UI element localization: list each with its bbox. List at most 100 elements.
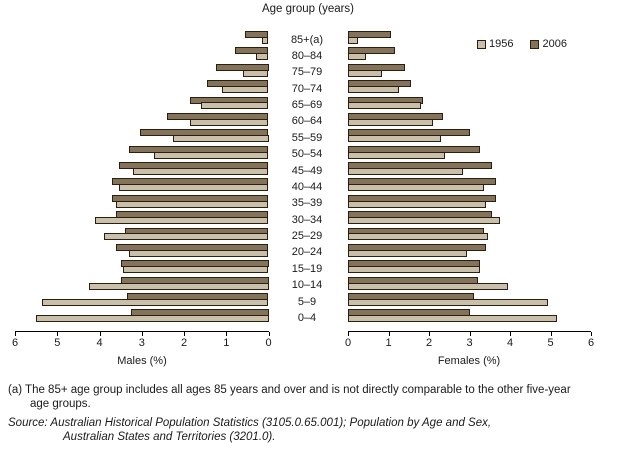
chart-title: Age group (years) (261, 3, 355, 15)
females-axis-tick-2 (429, 332, 430, 336)
males-axis-tick-3 (141, 332, 143, 336)
bar-females-1956-70–74 (348, 86, 399, 94)
bar-males-1956-10–14 (88, 282, 269, 290)
males-axis-tick-4 (99, 332, 101, 336)
bar-females-1956-25–29 (348, 233, 488, 241)
bar-males-1956-30–34 (95, 217, 269, 225)
males-axis-tick-2 (184, 332, 185, 336)
bar-females-2006-85+(a) (348, 31, 391, 38)
age-group-label-35–39: 35–39 (291, 197, 323, 210)
legend-swatch-1956 (477, 39, 486, 49)
age-group-label-15–19: 15–19 (291, 262, 323, 275)
bar-males-2006-80–84 (234, 47, 269, 55)
females-axis-tick-1 (388, 332, 390, 336)
bar-males-1956-55–59 (173, 135, 269, 143)
females-axis-tick-label-5: 5 (547, 337, 554, 349)
bar-females-1956-30–34 (348, 217, 500, 225)
bar-males-2006-85+(a) (245, 31, 269, 38)
bar-males-1956-25–29 (103, 233, 269, 241)
bar-females-1956-85+(a) (348, 36, 359, 44)
footnote-line-1: (a) The 85+ age group includes all ages … (8, 384, 571, 396)
males-axis-line (15, 331, 269, 332)
bar-males-1956-75–79 (243, 69, 269, 77)
males-axis-tick-label-1: 1 (223, 337, 230, 349)
females-axis-tick-label-1: 1 (385, 337, 392, 349)
males-axis-tick-0 (268, 332, 270, 336)
males-axis-title: Males (%) (117, 355, 167, 367)
bar-males-1956-50–54 (154, 151, 269, 159)
legend-swatch-2006 (530, 39, 540, 49)
footnote-line-2: age groups. (30, 398, 91, 410)
males-axis-tick-label-3: 3 (138, 337, 145, 349)
bar-males-1956-35–39 (116, 200, 269, 208)
bar-males-1956-5–9 (42, 298, 269, 306)
females-axis-line (348, 331, 591, 332)
males-axis-tick-label-0: 0 (265, 337, 272, 349)
bar-males-1956-45–49 (133, 167, 269, 175)
bar-males-1956-85+(a) (262, 36, 269, 44)
males-axis-tick-label-5: 5 (54, 337, 61, 349)
bar-males-1956-20–24 (129, 249, 269, 257)
legend-item-1956: 1956 (477, 38, 513, 50)
bar-females-1956-75–79 (348, 69, 383, 77)
bar-males-1956-65–69 (200, 102, 269, 110)
bar-females-1956-50–54 (348, 151, 446, 159)
females-axis-title: Females (%) (437, 355, 501, 367)
bar-males-1956-15–19 (122, 266, 269, 274)
legend-label-1956: 1956 (489, 38, 514, 50)
bar-females-1956-80–84 (348, 53, 367, 61)
age-group-label-65–69: 65–69 (291, 99, 323, 112)
age-group-label-0–4: 0–4 (297, 311, 317, 324)
bar-females-1956-45–49 (348, 167, 464, 175)
age-group-label-30–34: 30–34 (291, 213, 323, 226)
bar-males-1956-60–64 (190, 118, 269, 126)
females-axis-tick-label-2: 2 (425, 337, 433, 349)
males-axis-tick-label-2: 2 (180, 337, 188, 349)
females-axis-tick-label-3: 3 (466, 337, 473, 349)
age-group-label-70–74: 70–74 (291, 82, 323, 95)
age-group-label-20–24: 20–24 (291, 246, 323, 259)
females-axis-tick-label-0: 0 (344, 337, 352, 349)
age-group-label-5–9: 5–9 (297, 295, 317, 308)
bar-males-1956-40–44 (118, 184, 269, 192)
age-group-label-25–29: 25–29 (291, 230, 323, 243)
bar-males-1956-70–74 (222, 86, 269, 94)
source-line-2: Australian States and Territories (3201.… (63, 431, 276, 443)
males-axis-tick-5 (57, 332, 59, 336)
bar-females-1956-55–59 (348, 135, 442, 143)
bar-females-1956-15–19 (348, 266, 480, 274)
females-axis-tick-0 (348, 332, 349, 336)
females-axis-tick-label-6: 6 (587, 337, 595, 349)
bar-females-1956-20–24 (348, 249, 468, 257)
females-axis-tick-5 (550, 332, 552, 336)
source-line-1: Source: Australian Historical Population… (8, 417, 492, 429)
bar-males-2006-75–79 (215, 63, 269, 71)
bar-females-1956-65–69 (348, 102, 421, 110)
bar-females-1956-0–4 (348, 315, 557, 323)
legend: 1956 2006 (477, 38, 567, 50)
age-group-label-40–44: 40–44 (291, 180, 323, 193)
bar-females-1956-35–39 (348, 200, 486, 208)
age-group-label-85+(a): 85+(a) (290, 33, 324, 46)
males-axis-tick-label-4: 4 (96, 337, 103, 349)
bar-females-2006-80–84 (348, 47, 395, 55)
bar-females-1956-40–44 (348, 184, 484, 192)
age-group-label-45–49: 45–49 (291, 164, 323, 177)
bar-females-1956-60–64 (348, 118, 434, 126)
age-group-label-50–54: 50–54 (291, 148, 323, 161)
males-axis-tick-label-6: 6 (11, 337, 19, 349)
females-axis-tick-label-4: 4 (506, 337, 514, 349)
males-axis-tick-6 (15, 332, 16, 336)
bar-males-1956-80–84 (255, 53, 269, 61)
males-axis-tick-1 (226, 332, 228, 336)
legend-label-2006: 2006 (542, 38, 567, 50)
age-group-label-75–79: 75–79 (291, 66, 323, 79)
age-group-label-55–59: 55–59 (291, 131, 323, 144)
age-group-label-80–84: 80–84 (291, 49, 323, 62)
bar-males-1956-0–4 (36, 315, 269, 323)
females-axis-tick-3 (469, 332, 471, 336)
age-group-label-10–14: 10–14 (291, 279, 323, 292)
bar-females-1956-5–9 (348, 298, 549, 306)
females-axis-tick-4 (510, 332, 511, 336)
